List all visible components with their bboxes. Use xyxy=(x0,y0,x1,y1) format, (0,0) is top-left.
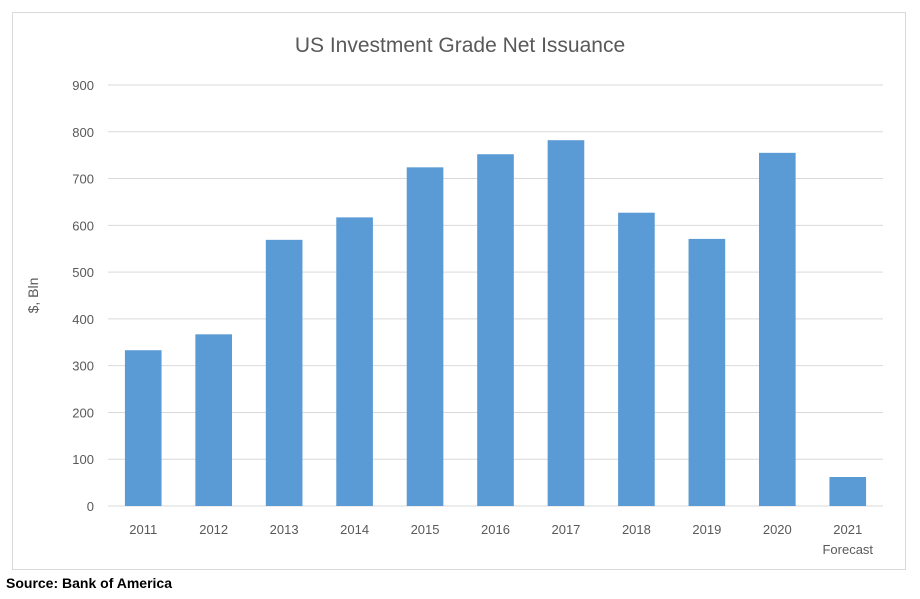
x-tick-label: 2018 xyxy=(622,522,651,537)
y-tick-label: 600 xyxy=(72,218,94,233)
y-tick-label: 800 xyxy=(72,125,94,140)
bar-2014 xyxy=(336,217,373,506)
bar-2013 xyxy=(265,239,303,506)
bar-2017 xyxy=(547,140,585,506)
y-tick-label: 300 xyxy=(72,359,94,374)
bar-2020 xyxy=(759,152,796,507)
y-tick-label: 500 xyxy=(72,265,94,280)
y-axis-label: $, Bln xyxy=(25,278,41,314)
y-tick-label: 900 xyxy=(72,78,94,93)
bar-2015 xyxy=(406,167,444,506)
bar-2011 xyxy=(124,350,162,506)
x-tick-label: 2014 xyxy=(340,522,369,537)
source-note: Source: Bank of America xyxy=(6,575,172,591)
x-tick-label: 2021 Forecast xyxy=(822,522,873,557)
y-tick-label: 200 xyxy=(72,405,94,420)
chart-title: US Investment Grade Net Issuance xyxy=(295,34,625,57)
x-tick-label: 2017 xyxy=(551,522,580,537)
bar-2018 xyxy=(618,212,655,506)
y-tick-label: 400 xyxy=(72,312,94,327)
bar-chart: US Investment Grade Net Issuance 0 100 200 3… xyxy=(25,34,883,557)
bar-2016 xyxy=(477,154,514,506)
bar-2021 xyxy=(829,476,867,506)
x-tick-label: 2013 xyxy=(270,522,299,537)
x-tick-label: 2020 xyxy=(763,522,792,537)
y-tick-label: 700 xyxy=(72,172,94,187)
x-tick-label: 2012 xyxy=(199,522,228,537)
bar-2019 xyxy=(688,238,726,506)
y-tick-label: 100 xyxy=(72,452,94,467)
bar-2012 xyxy=(195,334,232,506)
x-tick-label: 2019 xyxy=(692,522,721,537)
y-tick-label: 0 xyxy=(87,499,94,514)
x-tick-label: 2016 xyxy=(481,522,510,537)
x-tick-label: 2011 xyxy=(129,522,157,537)
x-tick-label: 2015 xyxy=(411,522,440,537)
